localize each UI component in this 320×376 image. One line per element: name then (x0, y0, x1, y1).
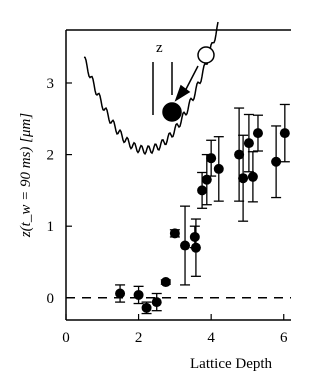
point (141, 302, 152, 313)
y-axis-label: z(t_w = 90 ms) [μm] (18, 113, 34, 238)
x-tick-label: 2 (135, 330, 143, 346)
point (271, 156, 282, 167)
point (201, 174, 212, 185)
inset-atom-open (197, 46, 215, 64)
figure: z(t_w = 90 ms) [μm] Lattice Depth z 0 1 2 3… (18, 21, 291, 372)
point (197, 185, 208, 196)
y-tick-label: 2 (47, 148, 55, 164)
point (238, 173, 249, 184)
point (115, 288, 126, 299)
point (206, 153, 217, 164)
inset (83, 21, 219, 156)
x-tick-label: 0 (62, 330, 70, 346)
point (252, 128, 263, 139)
point (133, 289, 144, 300)
x-tick-label: 6 (280, 330, 288, 346)
point (180, 240, 191, 251)
point (190, 242, 201, 253)
point (160, 277, 171, 288)
inset-potential (83, 21, 219, 156)
inset-atom (162, 102, 182, 122)
y-tick-label: 1 (47, 219, 55, 235)
y-tick-label: 3 (47, 76, 55, 92)
inset-label: z (156, 40, 163, 56)
x-axis-label: Lattice Depth (190, 356, 273, 372)
point (243, 138, 254, 149)
x-tick-label: 4 (207, 330, 215, 346)
point (169, 228, 180, 239)
point (234, 149, 245, 160)
chart: z(t_w = 90 ms) [μm] Lattice Depth z 0 1 2 3… (18, 21, 291, 372)
point (279, 128, 290, 139)
point (189, 231, 200, 242)
y-tick-label: 0 (47, 291, 55, 307)
inset-arrowhead (174, 84, 191, 102)
point (247, 171, 258, 182)
point (213, 163, 224, 174)
point (151, 297, 162, 308)
